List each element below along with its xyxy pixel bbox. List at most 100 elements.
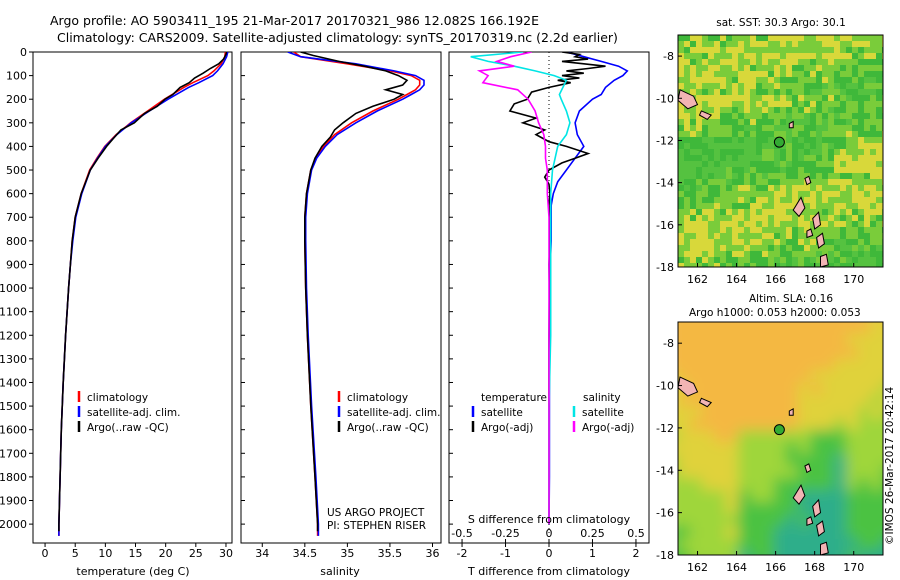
lat-tick-label: -12: [656, 422, 674, 435]
depth-tick-label: 100: [6, 70, 27, 83]
x-tick-label: 25: [189, 547, 203, 560]
t-difference-axis-label: T difference from climatology: [467, 565, 630, 578]
lon-tick-label: 164: [726, 561, 747, 574]
island-shape: [792, 483, 806, 506]
depth-axis: 0 100 200 300 400 500 600 700 800 900 1000 1100 1200…: [0, 46, 453, 531]
salinity-legend: climatology satellite-adj. clim. Argo(..…: [337, 391, 440, 434]
lat-tick-label: -18: [656, 261, 674, 274]
lon-tick-label: 168: [804, 561, 825, 574]
depth-tick-label: 500: [6, 164, 27, 177]
sst-map-image: [678, 35, 883, 267]
series-line-salinity-argo-adj: [476, 52, 550, 525]
sla-map-image: [678, 322, 883, 555]
sla-map-frame: [677, 321, 884, 556]
series-line-argo-raw-qc: [58, 52, 228, 532]
depth-tick-label: 600: [6, 188, 27, 201]
salinity-axis-label: salinity: [320, 565, 360, 578]
sst-map-frame: [677, 34, 884, 268]
imos-credit: ©IMOS 26-Mar-2017 20:42:14: [884, 386, 896, 545]
header-line-1: Argo profile: AO 5903411_195 21-Mar-2017…: [50, 13, 539, 28]
difference-legend: temperature salinity satellite Argo(-adj…: [471, 392, 634, 434]
x-tick-label: 34.5: [293, 547, 318, 560]
sla-map-subtitle: Argo h1000: 0.053 h2000: 0.053: [689, 307, 861, 319]
depth-tick-label: 1400: [0, 376, 27, 389]
island-shape: [806, 228, 814, 239]
depth-tick-label: 2000: [0, 518, 27, 531]
legend-label-s-argo: Argo(-adj): [582, 422, 634, 434]
x-tick-label: 0.25: [580, 527, 605, 540]
sla-map-axes: 162 164 166 168 170 -8 -10 -12 -14 -16 -18: [656, 337, 864, 574]
x-tick-label: 15: [129, 547, 143, 560]
x-tick-label: 5: [72, 547, 79, 560]
x-tick-label: 34: [255, 547, 269, 560]
temperature-legend: climatology satellite-adj. clim. Argo(..…: [77, 391, 180, 434]
lon-tick-label: 168: [804, 273, 825, 286]
salinity-x-axis: 34 34.5 35 35.5 36: [255, 543, 439, 560]
x-tick-label: -0.25: [491, 527, 519, 540]
depth-tick-label: 700: [6, 211, 27, 224]
salinity-series: [287, 52, 425, 536]
x-tick-label: 0: [546, 527, 553, 540]
difference-series: [470, 52, 629, 543]
pi-credit: PI: STEPHEN RISER: [327, 520, 426, 532]
legend-title-temperature: temperature: [481, 392, 547, 404]
island-shape: [792, 196, 806, 218]
lon-tick-label: 164: [726, 273, 747, 286]
depth-tick-label: 1300: [0, 353, 27, 366]
island-shape: [816, 520, 825, 537]
depth-tick-label: 300: [6, 117, 27, 130]
header-line-2: Climatology: CARS2009. Satellite-adjuste…: [57, 30, 618, 45]
lon-tick-label: 162: [687, 561, 708, 574]
island-shape: [812, 211, 822, 230]
island-shape: [698, 110, 713, 121]
x-tick-label: 20: [159, 547, 173, 560]
lat-tick-label: -14: [656, 464, 674, 477]
project-credit: US ARGO PROJECT: [327, 507, 425, 519]
island-shape: [788, 120, 794, 129]
depth-tick-label: 1500: [0, 400, 27, 413]
temperature-axis-label: temperature (deg C): [76, 565, 189, 578]
island-shape: [820, 541, 829, 555]
island-shape: [812, 498, 822, 518]
island-shape: [820, 253, 829, 267]
legend-label-climatology: climatology: [87, 392, 148, 404]
series-line-temperature-argo-adj: [508, 52, 606, 525]
salinity-panel-frame: [240, 51, 442, 544]
series-line-salinity-satellite: [470, 52, 571, 525]
float-position-marker-icon: [773, 136, 785, 148]
island-shape: [804, 175, 812, 186]
depth-tick-label: 1100: [0, 306, 27, 319]
legend-title-salinity: salinity: [583, 392, 621, 404]
series-line-satellite-adj-clim: [58, 52, 229, 536]
x-tick-label: 30: [219, 547, 233, 560]
series-line-temperature-satellite: [548, 52, 629, 525]
depth-tick-label: 900: [6, 258, 27, 271]
legend-label-t-satellite: satellite: [481, 407, 523, 419]
depth-tick-label: 1000: [0, 282, 27, 295]
lat-tick-label: -8: [663, 50, 674, 63]
x-tick-label: 35: [340, 547, 354, 560]
x-tick-label: -2: [457, 547, 468, 560]
legend-label-argo: Argo(..raw -QC): [347, 422, 429, 434]
lat-tick-label: -10: [656, 380, 674, 393]
x-tick-label: -0.5: [451, 527, 472, 540]
island-shape: [816, 232, 825, 249]
x-tick-label: 1: [589, 547, 596, 560]
sst-map-title: sat. SST: 30.3 Argo: 30.1: [716, 17, 846, 29]
depth-tick-label: 1600: [0, 424, 27, 437]
lat-tick-label: -12: [656, 134, 674, 147]
legend-label-climatology: climatology: [347, 392, 408, 404]
sla-map-title: Altim. SLA: 0.16: [749, 293, 833, 305]
x-tick-label: 36: [425, 547, 439, 560]
lat-tick-label: -16: [656, 507, 674, 520]
legend-label-satellite: satellite-adj. clim.: [347, 407, 440, 419]
series-line-argo-raw-qc: [300, 52, 409, 532]
legend-label-satellite: satellite-adj. clim.: [87, 407, 180, 419]
lat-tick-label: -8: [663, 337, 674, 350]
temperature-panel-frame: [32, 51, 233, 544]
float-position-marker-icon: [773, 424, 785, 436]
lat-tick-label: -10: [656, 92, 674, 105]
island-shape: [788, 407, 794, 416]
depth-tick-label: 400: [6, 140, 27, 153]
